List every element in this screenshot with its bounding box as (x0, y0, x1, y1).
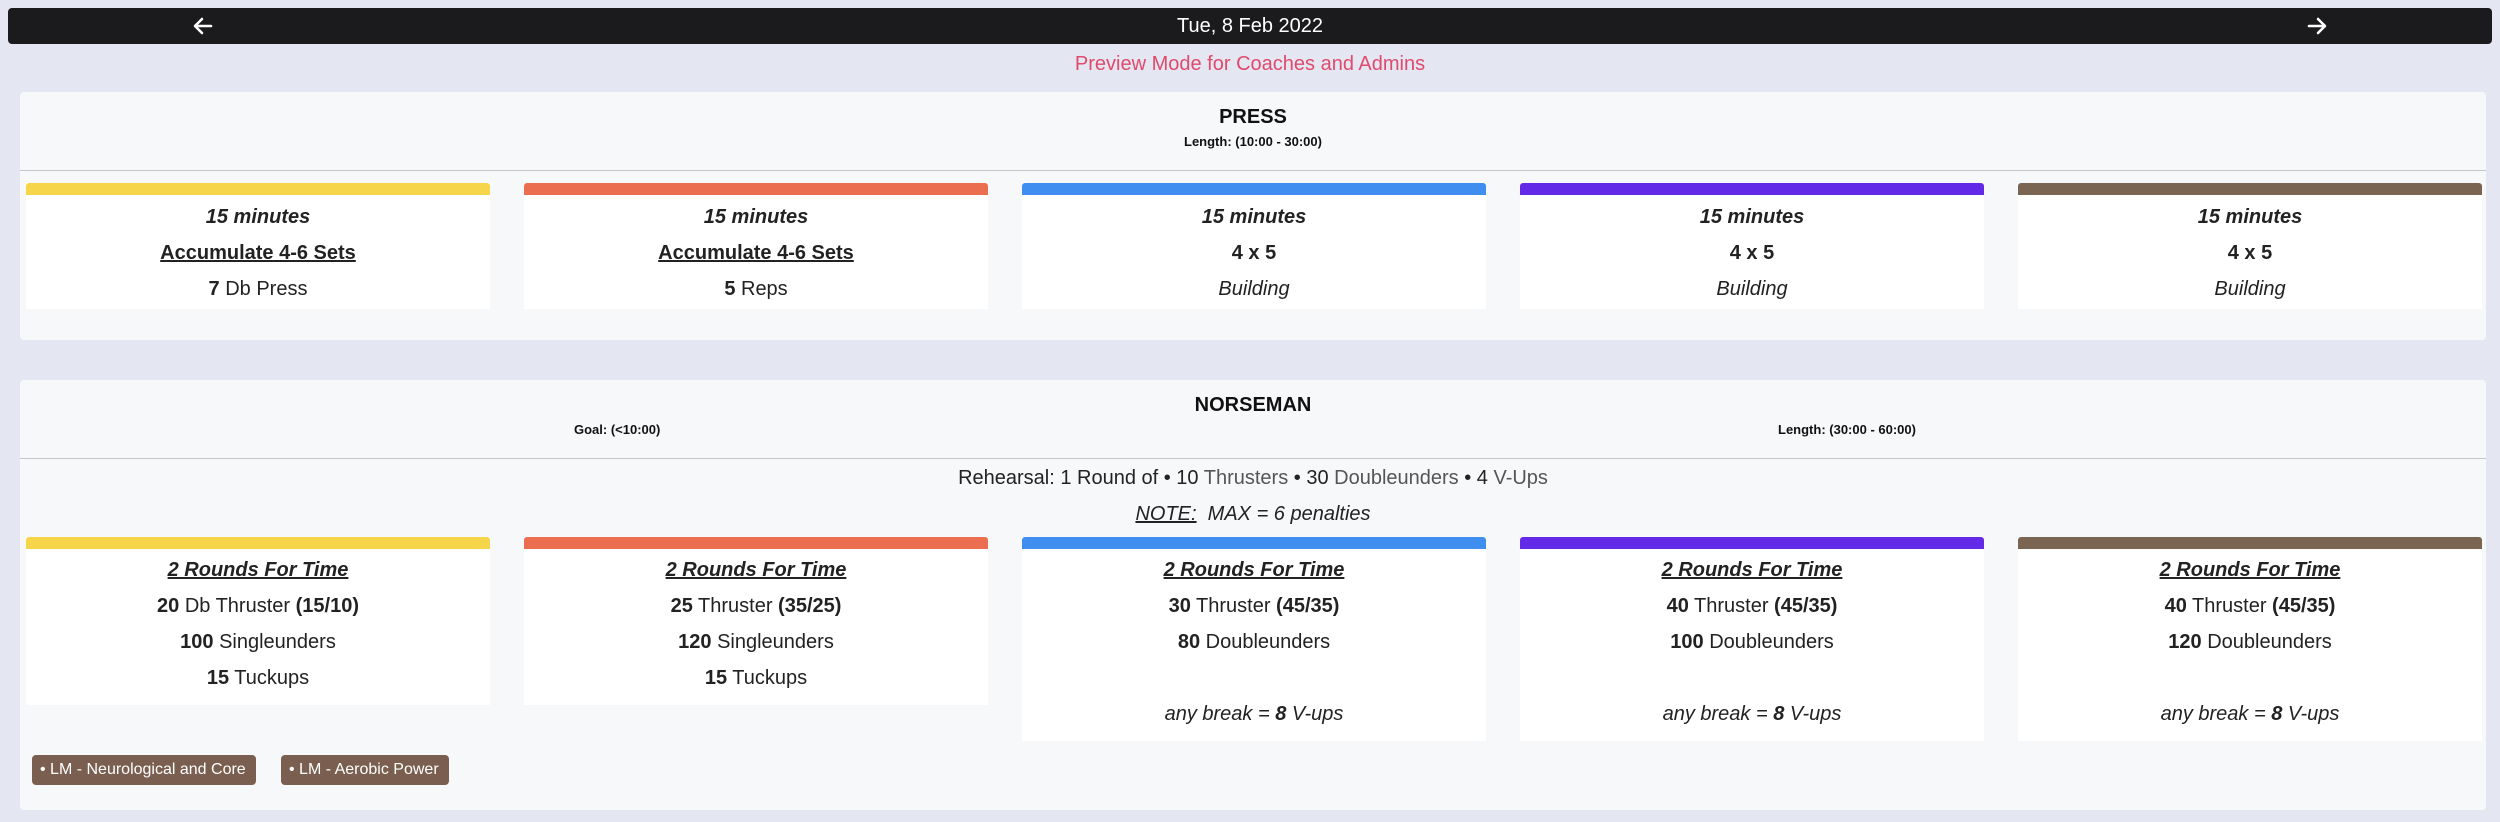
level-color-bar (1022, 537, 1486, 549)
card-time: 15 minutes (2197, 206, 2303, 228)
card-time: 15 minutes (205, 206, 311, 228)
preview-mode-note: Preview Mode for Coaches and Admins (1074, 53, 1426, 75)
card-movement: 100 Doubleunders (1670, 631, 1834, 653)
press-section: PRESS Length: (10:00 - 30:00) 15 minutes… (20, 92, 2486, 340)
card-time: 15 minutes (1201, 206, 1307, 228)
arrow-left-icon[interactable] (191, 14, 215, 38)
level-card: 15 minutes 4 x 5 Building (1520, 183, 1984, 309)
level-card: 15 minutes Accumulate 4-6 Sets 7 Db Pres… (26, 183, 490, 309)
card-movement: 40 Thruster (45/35) (2164, 595, 2336, 617)
card-penalty: any break = 8 V-ups (1662, 703, 1842, 725)
card-header: 2 Rounds For Time (1163, 559, 1345, 581)
norseman-section: NORSEMAN Goal: (<10:00) Length: (30:00 -… (20, 380, 2486, 810)
level-card: 2 Rounds For Time 25 Thruster (35/25) 12… (524, 537, 988, 705)
level-color-bar (2018, 183, 2482, 195)
card-movement: 30 Thruster (45/35) (1168, 595, 1340, 617)
penalty-note: NOTE: MAX = 6 penalties (1135, 503, 1371, 525)
tag-neurological-core[interactable]: • LM - Neurological and Core (32, 755, 256, 785)
card-header: 2 Rounds For Time (665, 559, 847, 581)
rehearsal-line: Rehearsal: 1 Round of • 10 Thrusters • 3… (958, 467, 1548, 489)
card-movement: 120 Singleunders (678, 631, 834, 653)
section-divider (20, 458, 2486, 459)
section-goal: Goal: (<10:00) (574, 422, 661, 437)
level-card: 15 minutes 4 x 5 Building (1022, 183, 1486, 309)
date-nav-bar: Tue, 8 Feb 2022 (8, 8, 2492, 44)
section-length: Length: (10:00 - 30:00) (1184, 134, 1322, 149)
card-scheme: 4 x 5 (1231, 242, 1277, 264)
section-title: NORSEMAN (1194, 394, 1312, 416)
card-time: 15 minutes (703, 206, 809, 228)
level-color-bar (26, 537, 490, 549)
card-movement: 25 Thruster (35/25) (670, 595, 842, 617)
level-card: 15 minutes Accumulate 4-6 Sets 5 Reps (524, 183, 988, 309)
card-header: 2 Rounds For Time (1661, 559, 1843, 581)
card-movement: 15 Tuckups (206, 667, 310, 689)
tag-aerobic-power[interactable]: • LM - Aerobic Power (281, 755, 449, 785)
card-movement: 120 Doubleunders (2168, 631, 2332, 653)
card-scheme: Accumulate 4-6 Sets (658, 242, 854, 264)
card-header: 2 Rounds For Time (167, 559, 349, 581)
current-date: Tue, 8 Feb 2022 (1176, 15, 1324, 37)
card-movement: 7 Db Press (208, 278, 308, 300)
card-note: Building (1218, 278, 1290, 300)
card-header: 2 Rounds For Time (2159, 559, 2341, 581)
card-movement: 80 Doubleunders (1177, 631, 1331, 653)
card-movement: 20 Db Thruster (15/10) (157, 595, 359, 617)
section-title: PRESS (1219, 106, 1287, 128)
level-color-bar (2018, 537, 2482, 549)
level-card: 2 Rounds For Time 40 Thruster (45/35) 12… (2018, 537, 2482, 741)
card-movement: 15 Tuckups (704, 667, 808, 689)
card-scheme: Accumulate 4-6 Sets (160, 242, 356, 264)
level-card: 2 Rounds For Time 40 Thruster (45/35) 10… (1520, 537, 1984, 741)
level-color-bar (26, 183, 490, 195)
level-card: 2 Rounds For Time 30 Thruster (45/35) 80… (1022, 537, 1486, 741)
level-card: 2 Rounds For Time 20 Db Thruster (15/10)… (26, 537, 490, 705)
section-divider (20, 170, 2486, 171)
arrow-right-icon[interactable] (2305, 14, 2329, 38)
card-scheme: 4 x 5 (1729, 242, 1775, 264)
card-movement: 100 Singleunders (180, 631, 336, 653)
card-scheme: 4 x 5 (2227, 242, 2273, 264)
card-note: Building (2214, 278, 2286, 300)
card-movement: 5 Reps (724, 278, 788, 300)
card-penalty: any break = 8 V-ups (1164, 703, 1344, 725)
level-color-bar (1520, 183, 1984, 195)
level-color-bar (1520, 537, 1984, 549)
card-penalty: any break = 8 V-ups (2160, 703, 2340, 725)
level-color-bar (524, 183, 988, 195)
level-color-bar (524, 537, 988, 549)
card-movement: 40 Thruster (45/35) (1666, 595, 1838, 617)
level-color-bar (1022, 183, 1486, 195)
section-length: Length: (30:00 - 60:00) (1778, 422, 1916, 437)
card-time: 15 minutes (1699, 206, 1805, 228)
level-card: 15 minutes 4 x 5 Building (2018, 183, 2482, 309)
card-note: Building (1716, 278, 1788, 300)
